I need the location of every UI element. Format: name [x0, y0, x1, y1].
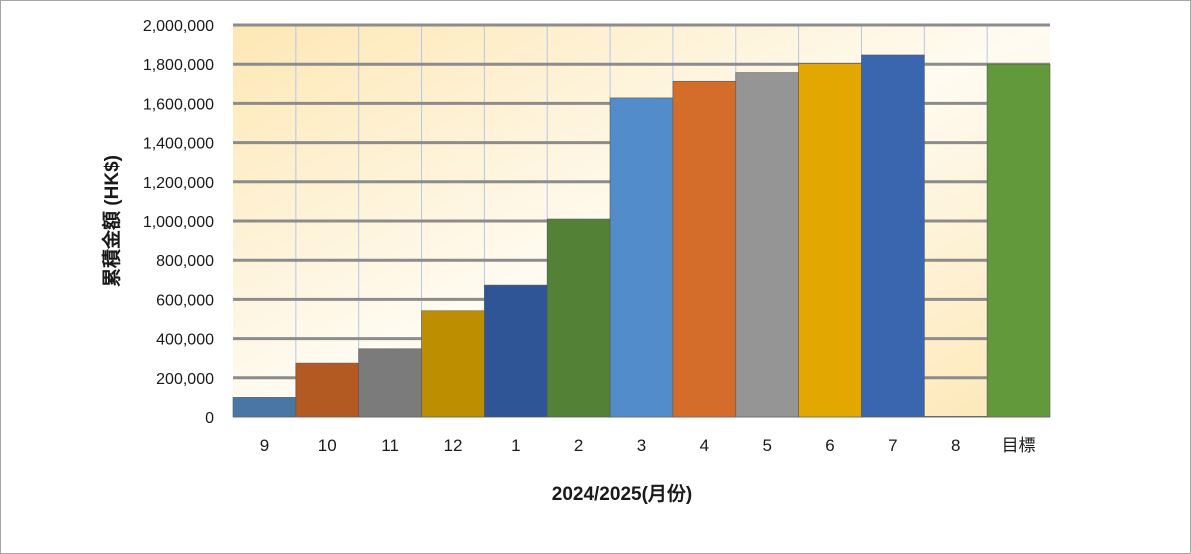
- x-tick-label: 3: [637, 436, 646, 455]
- bar-8: [924, 416, 988, 418]
- x-tick-label: 7: [888, 436, 897, 455]
- y-tick-label: 1,600,000: [143, 96, 214, 113]
- x-axis-title: 2024/2025(月份): [552, 482, 692, 505]
- y-tick-label: 600,000: [156, 292, 214, 309]
- y-tick-label: 2,000,000: [143, 18, 214, 35]
- x-tick-label: 6: [825, 436, 834, 455]
- x-tick-label: 5: [762, 436, 771, 455]
- bar-2: [546, 218, 611, 418]
- bars: [232, 54, 1051, 418]
- bar-10: [295, 362, 359, 418]
- x-tick-label: 11: [381, 436, 399, 455]
- bar-6: [798, 63, 862, 418]
- bar-12: [421, 310, 485, 418]
- y-tick-label: 0: [205, 410, 214, 427]
- bar-3: [609, 97, 674, 418]
- x-axis-ticks: 9 10 11 12 1 2 3 4 5 6 7 8 目標: [260, 436, 1036, 455]
- y-tick-label: 1,800,000: [143, 57, 214, 74]
- y-tick-label: 400,000: [156, 332, 214, 349]
- y-tick-label: 1,200,000: [143, 175, 214, 192]
- bar-目標: [986, 63, 1051, 418]
- x-tick-label: 8: [951, 436, 960, 455]
- bar-1: [484, 284, 548, 418]
- y-tick-label: 200,000: [156, 371, 214, 388]
- x-tick-label: 4: [700, 436, 709, 455]
- bar-4: [672, 80, 737, 418]
- bar-11: [358, 348, 422, 418]
- bar-5: [735, 72, 799, 418]
- x-tick-label: 10: [318, 436, 337, 455]
- bar-7: [861, 54, 925, 418]
- y-tick-label: 1,400,000: [143, 136, 214, 153]
- x-tick-label: 1: [511, 436, 520, 455]
- x-tick-label: 目標: [1002, 436, 1036, 455]
- x-tick-label: 12: [444, 436, 463, 455]
- x-tick-label: 2: [574, 436, 583, 455]
- y-tick-label: 1,000,000: [143, 214, 214, 231]
- bar-9: [232, 397, 297, 418]
- y-axis-ticks: 0 200,000 400,000 600,000 800,000 1,000,000 1,…: [143, 18, 214, 427]
- x-tick-label: 9: [260, 436, 269, 455]
- y-axis-title: 累積金額 (HK$): [100, 155, 123, 287]
- y-tick-label: 800,000: [156, 253, 214, 270]
